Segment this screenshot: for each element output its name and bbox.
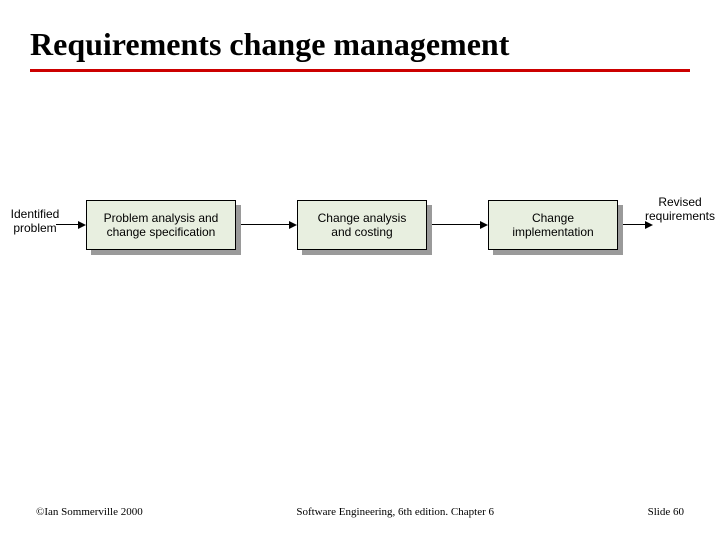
footer-left: ©Ian Sommerville 2000	[36, 506, 143, 518]
box-1-line2: change specification	[107, 225, 216, 239]
start-label-line2: problem	[13, 221, 56, 235]
box-1-line1: Problem analysis and	[104, 211, 219, 225]
start-label-line1: Identified	[11, 207, 60, 221]
page-title: Requirements change management	[30, 26, 690, 63]
title-block: Requirements change management	[30, 26, 690, 72]
box-3-line1: Change	[532, 211, 574, 225]
footer-center: Software Engineering, 6th edition. Chapt…	[296, 506, 494, 518]
box-2-line1: Change analysis	[318, 211, 407, 225]
box-1-wrap: Problem analysis and change specificatio…	[86, 200, 236, 250]
box-2-line2: and costing	[331, 225, 392, 239]
box-1-text: Problem analysis and change specificatio…	[104, 211, 219, 240]
box-problem-analysis: Problem analysis and change specificatio…	[86, 200, 236, 250]
end-label-line1: Revised	[658, 195, 701, 209]
box-2-text: Change analysis and costing	[318, 211, 407, 240]
box-change-implementation: Change implementation	[488, 200, 618, 250]
end-label-line2: requirements	[645, 209, 715, 223]
box-3-wrap: Change implementation	[488, 200, 618, 250]
start-label: Identified problem	[4, 208, 66, 236]
box-2-wrap: Change analysis and costing	[297, 200, 427, 250]
box-3-line2: implementation	[512, 225, 593, 239]
title-underline	[30, 69, 690, 72]
box-3-text: Change implementation	[512, 211, 593, 240]
slide: Requirements change management Identifie…	[0, 0, 720, 540]
box-change-analysis: Change analysis and costing	[297, 200, 427, 250]
end-label: Revised requirements	[640, 196, 720, 224]
flowchart: Identified problem Problem analysis and …	[0, 190, 720, 300]
footer: ©Ian Sommerville 2000 Software Engineeri…	[36, 506, 684, 518]
footer-right: Slide 60	[648, 506, 684, 518]
